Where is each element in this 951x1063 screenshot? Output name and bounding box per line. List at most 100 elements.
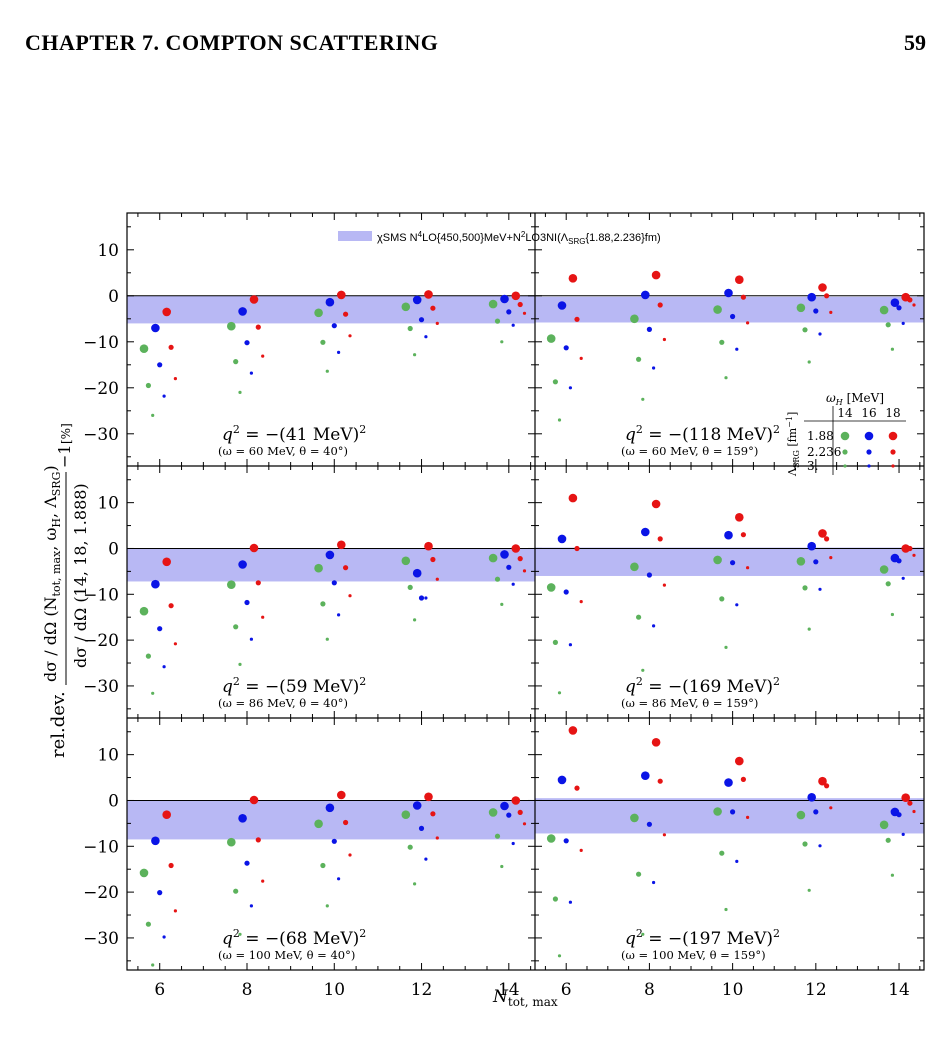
legend-col-label: 14 [837,406,853,420]
y-num-rest: , ω [41,528,60,551]
y-num-main: dσ / dΩ (N [41,596,60,682]
y-tick-label: −20 [83,883,119,903]
data-point [151,691,155,695]
data-point [824,783,830,789]
data-point [657,302,663,308]
data-point [500,602,504,607]
data-point [885,322,891,328]
data-point [740,294,747,300]
data-point [506,564,512,570]
data-point [173,377,177,381]
data-point [511,582,515,586]
data-point [907,297,913,303]
kinematics-label: (ω = 60 MeV, θ = 159°) [621,444,758,458]
data-point [343,819,349,826]
panel-p6: q2 = −(197 MeV)2(ω = 100 MeV, θ = 159°) [535,726,924,962]
data-point [896,812,902,818]
data-point [901,544,910,553]
data-point [412,295,422,305]
data-point [173,642,177,646]
data-point [807,292,816,302]
data-point [546,834,556,843]
x-tick-label: 10 [722,980,744,1000]
x-tick-label: 12 [411,980,433,1000]
q2-label: q2 = −(41 MeV)2 [222,423,366,445]
data-point [261,354,265,358]
data-point [890,873,895,877]
data-point [546,334,556,343]
data-point [348,594,352,598]
data-point [807,360,811,364]
legend-marker [866,449,872,455]
data-point [730,560,736,566]
data-point [337,290,346,300]
data-point [233,624,239,630]
data-point [162,665,166,669]
data-point [506,812,512,818]
x-axis-label: Ntot, max [492,987,558,1009]
data-point [818,844,822,848]
band-legend-swatch [338,231,372,241]
data-point [413,353,417,357]
data-point [314,308,323,318]
data-point [261,615,265,619]
data-point [407,584,413,591]
data-point [557,418,562,422]
data-point [233,888,239,894]
data-point [896,305,902,311]
kinematics-label: (ω = 86 MeV, θ = 40°) [218,696,348,710]
data-point [901,321,905,325]
data-point [244,860,250,866]
q2-label: q2 = −(118 MeV)2 [625,423,780,445]
y-tick-label: −20 [83,631,119,651]
data-point [249,904,253,908]
data-point [506,309,512,315]
legend-row-label: 2.236 [807,445,841,459]
data-point [568,643,573,647]
data-point [412,568,422,578]
legend-marker [888,431,898,441]
data-point [796,303,806,313]
data-point [796,810,806,820]
y-num-sub3: SRG [50,472,63,497]
data-point [724,288,733,298]
data-point [511,544,521,553]
q2-label: q2 = −(197 MeV)2 [625,927,780,949]
data-point [435,836,439,840]
data-point [746,815,750,820]
data-point [552,379,559,385]
y-tick-label: −30 [83,425,119,445]
data-point [325,637,329,641]
y-tick-label: 0 [108,791,119,811]
data-point [818,332,822,336]
data-point [348,853,352,857]
y-label-suffix: −1 [55,444,74,468]
data-point [343,311,349,317]
x-tick-label: 14 [888,980,910,1000]
data-point [348,334,352,338]
data-point [488,299,498,309]
data-point [320,339,326,345]
data-point [568,493,578,503]
data-point [418,317,425,323]
data-point [652,624,656,628]
data-point [494,833,501,839]
data-point [331,323,337,329]
data-point [713,555,722,565]
data-point [568,386,573,390]
legend-marker [891,464,895,468]
data-point [233,359,239,365]
data-point [901,793,910,802]
data-point [557,534,567,544]
panel-p2: q2 = −(118 MeV)2(ω = 60 MeV, θ = 159°) [535,270,924,458]
data-point [807,627,811,631]
data-point [546,583,556,592]
data-point [824,536,830,542]
data-point [740,776,747,783]
data-point [724,778,733,787]
data-point [813,308,819,314]
data-point [511,841,515,846]
data-point [249,295,259,304]
data-point [563,345,569,351]
data-point [574,316,580,322]
